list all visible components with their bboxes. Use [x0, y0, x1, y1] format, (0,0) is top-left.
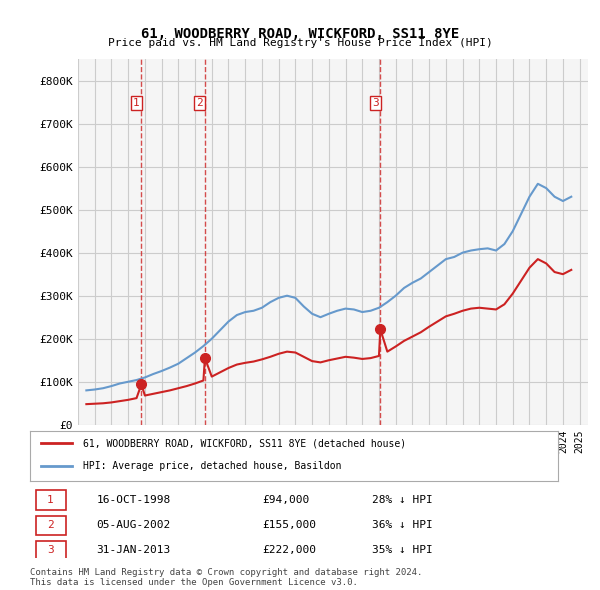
Text: 61, WOODBERRY ROAD, WICKFORD, SS11 8YE: 61, WOODBERRY ROAD, WICKFORD, SS11 8YE	[141, 27, 459, 41]
Text: £94,000: £94,000	[262, 495, 309, 505]
Text: 16-OCT-1998: 16-OCT-1998	[96, 495, 170, 505]
Text: 35% ↓ HPI: 35% ↓ HPI	[372, 545, 433, 555]
FancyBboxPatch shape	[35, 490, 66, 510]
Text: 2: 2	[47, 520, 54, 530]
Text: 1: 1	[133, 98, 140, 108]
Text: 1: 1	[47, 495, 54, 505]
Text: Price paid vs. HM Land Registry's House Price Index (HPI): Price paid vs. HM Land Registry's House …	[107, 38, 493, 48]
FancyBboxPatch shape	[35, 540, 66, 560]
Text: 3: 3	[47, 545, 54, 555]
Text: £222,000: £222,000	[262, 545, 316, 555]
Text: 61, WOODBERRY ROAD, WICKFORD, SS11 8YE (detached house): 61, WOODBERRY ROAD, WICKFORD, SS11 8YE (…	[83, 438, 406, 448]
Text: 28% ↓ HPI: 28% ↓ HPI	[372, 495, 433, 505]
FancyBboxPatch shape	[35, 516, 66, 535]
Text: 05-AUG-2002: 05-AUG-2002	[96, 520, 170, 530]
Text: Contains HM Land Registry data © Crown copyright and database right 2024.: Contains HM Land Registry data © Crown c…	[30, 568, 422, 576]
Text: 2: 2	[197, 98, 203, 108]
Text: This data is licensed under the Open Government Licence v3.0.: This data is licensed under the Open Gov…	[30, 578, 358, 587]
Text: 31-JAN-2013: 31-JAN-2013	[96, 545, 170, 555]
Text: £155,000: £155,000	[262, 520, 316, 530]
Text: 3: 3	[372, 98, 379, 108]
Text: HPI: Average price, detached house, Basildon: HPI: Average price, detached house, Basi…	[83, 461, 341, 471]
Text: 36% ↓ HPI: 36% ↓ HPI	[372, 520, 433, 530]
